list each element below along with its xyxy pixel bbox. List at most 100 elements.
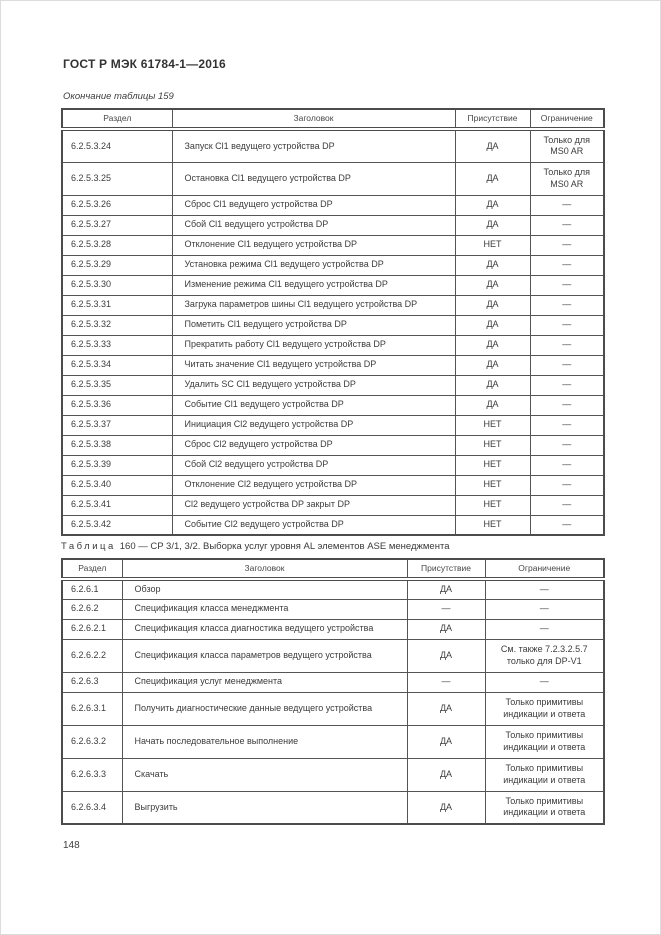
cell-title: Отклонение Cl1 ведущего устройства DP	[171, 234, 456, 256]
cell-section: 6.2.5.3.39	[61, 454, 173, 476]
table-row: 6.2.5.3.42 Событие Cl2 ведущего устройств…	[61, 514, 605, 536]
cell-presence: НЕТ	[454, 234, 531, 256]
cell-presence: ДА	[454, 294, 531, 316]
table-row: 6.2.5.3.29 Установка режима Cl1 ведущего …	[61, 254, 605, 276]
cell-restriction: —	[529, 394, 605, 416]
table-row: 6.2.5.3.40 Отклонение Cl2 ведущего устрой…	[61, 474, 605, 496]
cell-presence: ДА	[454, 394, 531, 416]
cell-title: Событие Cl2 ведущего устройства DP	[171, 514, 456, 536]
table-row: 6.2.6.2 Спецификация класса менеджмента — —	[61, 598, 605, 620]
cell-presence: ДА	[454, 194, 531, 216]
table-row: 6.2.6.2.2 Спецификация класса параметров …	[61, 638, 605, 673]
cell-title: Сброс Cl1 ведущего устройства DP	[171, 194, 456, 216]
table-160-caption-text: 160 — CP 3/1, 3/2. Выборка услуг уровня …	[119, 541, 450, 552]
document-title: ГОСТ Р МЭК 61784-1—2016	[63, 57, 226, 71]
cell-title: Спецификация класса менеджмента	[121, 598, 408, 620]
cell-presence: ДА	[454, 374, 531, 396]
table-row: 6.2.6.3.1 Получить диагностические данные…	[61, 691, 605, 726]
table-row: 6.2.6.2.1 Спецификация класса диагностика…	[61, 618, 605, 640]
cell-title: Спецификация услуг менеджмента	[121, 671, 408, 693]
table-row: 6.2.5.3.32 Пометить Cl1 ведущего устройст…	[61, 314, 605, 336]
cell-title: Сбой Cl2 ведущего устройства DP	[171, 454, 456, 476]
cell-restriction: —	[529, 414, 605, 436]
table-row: 6.2.5.3.25 Остановка Cl1 ведущего устройс…	[61, 161, 605, 196]
cell-restriction: Только примитивы индикации и ответа	[484, 691, 605, 726]
page-number: 148	[63, 840, 80, 851]
cell-section: 6.2.5.3.29	[61, 254, 173, 276]
cell-restriction: —	[484, 618, 605, 640]
cell-presence: ДА	[406, 790, 486, 825]
cell-section: 6.2.5.3.38	[61, 434, 173, 456]
cell-restriction: —	[529, 214, 605, 236]
cell-presence: ДА	[454, 354, 531, 376]
cell-restriction: —	[529, 434, 605, 456]
cell-restriction: —	[529, 234, 605, 256]
cell-presence: —	[406, 671, 486, 693]
cell-title: Спецификация класса диагностика ведущего…	[121, 618, 408, 640]
cell-section: 6.2.5.3.40	[61, 474, 173, 496]
cell-title: Cl2 ведущего устройства DP закрыт DP	[171, 494, 456, 516]
cell-section: 6.2.6.3.2	[61, 724, 123, 759]
table-row: 6.2.5.3.34 Читать значение Cl1 ведущего у…	[61, 354, 605, 376]
table-row: 6.2.5.3.35 Удалить SC Cl1 ведущего устрой…	[61, 374, 605, 396]
table-row: 6.2.5.3.33 Прекратить работу Cl1 ведущего…	[61, 334, 605, 356]
table-row: 6.2.5.3.39 Сбой Cl2 ведущего устройства D…	[61, 454, 605, 476]
cell-section: 6.2.5.3.33	[61, 334, 173, 356]
column-header-section: Раздел	[61, 558, 123, 581]
cell-presence: НЕТ	[454, 454, 531, 476]
cell-title: Скачать	[121, 757, 408, 792]
cell-restriction: —	[529, 314, 605, 336]
cell-restriction: Только примитивы индикации и ответа	[484, 757, 605, 792]
cell-section: 6.2.6.3.4	[61, 790, 123, 825]
cell-restriction: —	[529, 354, 605, 376]
column-header-title: Заголовок	[121, 558, 408, 581]
cell-restriction: —	[484, 578, 605, 600]
cell-presence: ДА	[454, 334, 531, 356]
cell-title: Прекратить работу Cl1 ведущего устройств…	[171, 334, 456, 356]
cell-presence: НЕТ	[454, 414, 531, 436]
cell-section: 6.2.6.2	[61, 598, 123, 620]
cell-restriction: —	[529, 274, 605, 296]
cell-section: 6.2.5.3.42	[61, 514, 173, 536]
cell-title: Инициация Cl2 ведущего устройства DP	[171, 414, 456, 436]
cell-section: 6.2.5.3.32	[61, 314, 173, 336]
cell-section: 6.2.5.3.36	[61, 394, 173, 416]
cell-presence: ДА	[454, 254, 531, 276]
cell-restriction: —	[529, 514, 605, 536]
cell-section: 6.2.6.2.2	[61, 638, 123, 673]
cell-section: 6.2.5.3.34	[61, 354, 173, 376]
cell-section: 6.2.6.2.1	[61, 618, 123, 640]
table-160-body: 6.2.6.1 Обзор ДА —6.2.6.2 Спецификация класс…	[61, 578, 605, 825]
column-header-restriction: Ограничение	[529, 108, 605, 131]
cell-restriction: —	[529, 254, 605, 276]
table-159-body: 6.2.5.3.24 Запуск Cl1 ведущего устройства…	[61, 128, 605, 536]
cell-presence: НЕТ	[454, 434, 531, 456]
table-header-row: Раздел Заголовок Присутствие Ограничение	[61, 558, 605, 581]
cell-title: Остановка Cl1 ведущего устройства DP	[171, 161, 456, 196]
cell-presence: ДА	[406, 638, 486, 673]
cell-section: 6.2.6.3.1	[61, 691, 123, 726]
cell-section: 6.2.5.3.35	[61, 374, 173, 396]
cell-presence: НЕТ	[454, 474, 531, 496]
table-row: 6.2.6.3 Спецификация услуг менеджмента — —	[61, 671, 605, 693]
table-row: 6.2.5.3.30 Изменение режима Cl1 ведущего …	[61, 274, 605, 296]
cell-presence: ДА	[406, 691, 486, 726]
cell-restriction: —	[529, 334, 605, 356]
cell-title: Получить диагностические данные ведущего…	[121, 691, 408, 726]
table-row: 6.2.5.3.41 Cl2 ведущего устройства DP зак…	[61, 494, 605, 516]
cell-presence: ДА	[454, 214, 531, 236]
table-row: 6.2.5.3.28 Отклонение Cl1 ведущего устрой…	[61, 234, 605, 256]
table-row: 6.2.5.3.38 Сброс Cl2 ведущего устройства …	[61, 434, 605, 456]
cell-presence: ДА	[454, 161, 531, 196]
cell-restriction: —	[484, 598, 605, 620]
table-row: 6.2.6.3.4 Выгрузить ДА Только примитивы инд…	[61, 790, 605, 825]
cell-title: Запуск Cl1 ведущего устройства DP	[171, 128, 456, 163]
cell-restriction: —	[529, 294, 605, 316]
cell-section: 6.2.5.3.37	[61, 414, 173, 436]
cell-presence: НЕТ	[454, 494, 531, 516]
cell-restriction: —	[529, 474, 605, 496]
cell-presence: ДА	[406, 618, 486, 640]
cell-restriction: Только примитивы индикации и ответа	[484, 724, 605, 759]
table-159-header: Раздел Заголовок Присутствие Ограничение	[61, 108, 605, 131]
